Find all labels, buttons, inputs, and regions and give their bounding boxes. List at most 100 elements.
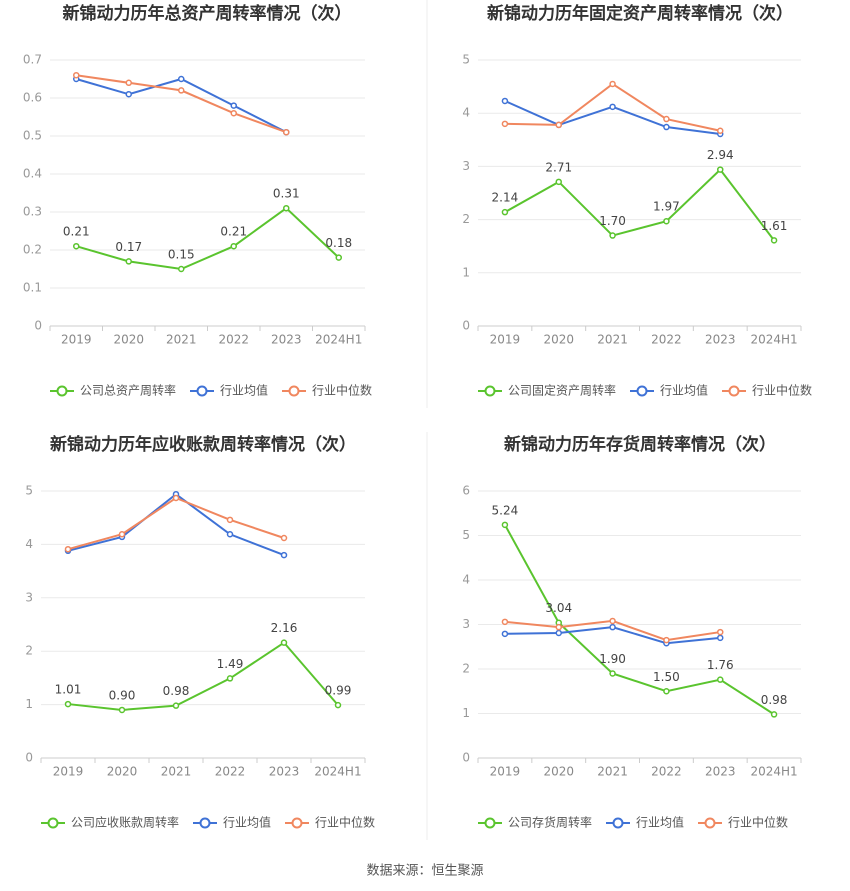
x-tick-label: 2023 <box>269 765 300 779</box>
point <box>280 551 288 559</box>
point <box>501 97 509 105</box>
data-label: 1.50 <box>653 670 680 684</box>
legend-label: 公司总资产周转率 <box>80 383 176 398</box>
x-tick-label: 2024H1 <box>750 765 797 779</box>
y-tick-label: 0 <box>25 751 33 765</box>
x-tick-label: 2020 <box>543 333 574 347</box>
legend-label: 公司固定资产周转率 <box>508 383 616 398</box>
x-tick-label: 2022 <box>651 333 682 347</box>
legend-label: 行业均值 <box>223 815 271 830</box>
data-label: 0.98 <box>761 693 788 707</box>
data-label: 0.99 <box>325 684 352 698</box>
data-label: 2.16 <box>271 621 298 635</box>
data-label: 0.90 <box>109 688 136 702</box>
y-tick-label: 3 <box>25 590 33 604</box>
point <box>178 265 185 273</box>
y-tick-label: 0 <box>34 319 42 333</box>
x-tick-label: 2021 <box>597 333 628 347</box>
data-label: 3.04 <box>545 601 572 615</box>
x-tick-label: 2023 <box>271 333 302 347</box>
point <box>717 127 724 135</box>
point <box>226 531 234 538</box>
data-label: 2.14 <box>492 191 519 205</box>
y-tick-label: 4 <box>462 573 470 587</box>
point <box>717 676 724 683</box>
point <box>609 232 616 239</box>
x-tick-label: 2024H1 <box>750 333 797 347</box>
point <box>118 706 126 714</box>
point <box>770 711 778 718</box>
point <box>73 71 80 79</box>
y-tick-label: 2 <box>462 212 470 226</box>
series-line <box>67 492 285 557</box>
series-line <box>75 206 340 271</box>
point <box>283 128 290 136</box>
data-label: 0.15 <box>168 248 195 262</box>
y-tick-label: 1 <box>462 706 470 720</box>
point <box>609 103 616 111</box>
point <box>663 688 670 695</box>
data-label: 1.01 <box>55 683 82 697</box>
data-label: 0.21 <box>63 225 90 239</box>
legend-marker <box>484 385 496 397</box>
x-tick-label: 2020 <box>107 765 138 779</box>
y-tick-label: 0.7 <box>23 53 42 67</box>
data-label: 1.70 <box>599 214 626 228</box>
chart-title: 新锦动力历年固定资产周转率情况（次） <box>487 3 793 24</box>
x-tick-label: 2024H1 <box>314 765 361 779</box>
point <box>125 90 132 98</box>
point <box>230 109 237 117</box>
legend-marker <box>728 385 740 397</box>
y-tick-label: 0.1 <box>23 281 42 295</box>
point <box>226 516 234 524</box>
legend-marker <box>704 817 716 829</box>
y-tick-label: 6 <box>462 484 470 498</box>
x-tick-label: 2019 <box>490 333 521 347</box>
legend-label: 行业均值 <box>660 383 708 398</box>
point <box>125 258 132 265</box>
chart-title: 新锦动力历年总资产周转率情况（次） <box>63 3 352 24</box>
point <box>717 628 724 636</box>
y-tick-label: 4 <box>25 537 33 551</box>
x-tick-label: 2019 <box>490 765 521 779</box>
legend-label: 行业均值 <box>636 815 684 830</box>
data-label: 2.94 <box>707 148 734 162</box>
data-label: 0.17 <box>115 240 142 254</box>
point <box>663 636 670 644</box>
legend-marker <box>291 817 303 829</box>
point <box>717 166 724 173</box>
x-tick-label: 2022 <box>215 765 246 779</box>
y-tick-label: 0 <box>462 319 470 333</box>
legend-label: 行业中位数 <box>728 815 788 830</box>
point <box>118 531 126 538</box>
chart-title: 新锦动力历年应收账款周转率情况（次） <box>50 434 356 455</box>
point <box>64 545 72 553</box>
point <box>501 618 509 626</box>
data-label: 2.71 <box>545 160 572 174</box>
point <box>226 675 234 682</box>
point <box>663 217 670 225</box>
point <box>501 630 509 638</box>
y-tick-label: 4 <box>462 106 470 120</box>
point <box>501 208 509 216</box>
legend-label: 公司应收账款周转率 <box>71 815 179 830</box>
point <box>770 237 778 244</box>
point <box>717 634 724 642</box>
point <box>609 617 616 625</box>
data-label: 1.61 <box>761 219 788 233</box>
y-tick-label: 1 <box>462 265 470 279</box>
legend-label: 行业均值 <box>220 383 268 398</box>
y-tick-label: 0.5 <box>23 129 42 143</box>
legend-marker <box>636 385 648 397</box>
point <box>555 629 562 637</box>
data-label: 0.31 <box>273 187 300 201</box>
y-tick-label: 2 <box>462 662 470 676</box>
point <box>172 702 180 709</box>
point <box>283 204 290 212</box>
legend-marker <box>612 817 624 829</box>
legend-marker <box>199 817 211 829</box>
point <box>609 623 616 631</box>
legend-label: 行业中位数 <box>752 383 812 398</box>
y-tick-label: 2 <box>25 644 33 658</box>
